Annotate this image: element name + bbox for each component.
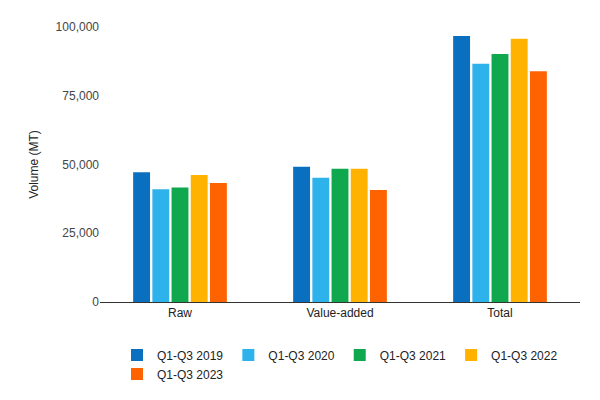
svg-text:Q1-Q3 2020: Q1-Q3 2020 [268, 349, 334, 363]
svg-text:Volume (MT): Volume (MT) [27, 130, 41, 199]
svg-text:0: 0 [92, 295, 99, 309]
svg-text:Raw: Raw [168, 306, 192, 320]
svg-text:25,000: 25,000 [62, 226, 99, 240]
svg-text:75,000: 75,000 [62, 89, 99, 103]
svg-text:Q1-Q3 2023: Q1-Q3 2023 [157, 368, 223, 382]
svg-text:Q1-Q3 2021: Q1-Q3 2021 [380, 349, 446, 363]
svg-text:50,000: 50,000 [62, 158, 99, 172]
svg-text:Value-added: Value-added [306, 306, 373, 320]
svg-text:100,000: 100,000 [56, 20, 100, 34]
svg-text:Q1-Q3 2022: Q1-Q3 2022 [491, 349, 557, 363]
svg-text:Q1-Q3 2019: Q1-Q3 2019 [157, 349, 223, 363]
svg-text:Total: Total [487, 306, 512, 320]
